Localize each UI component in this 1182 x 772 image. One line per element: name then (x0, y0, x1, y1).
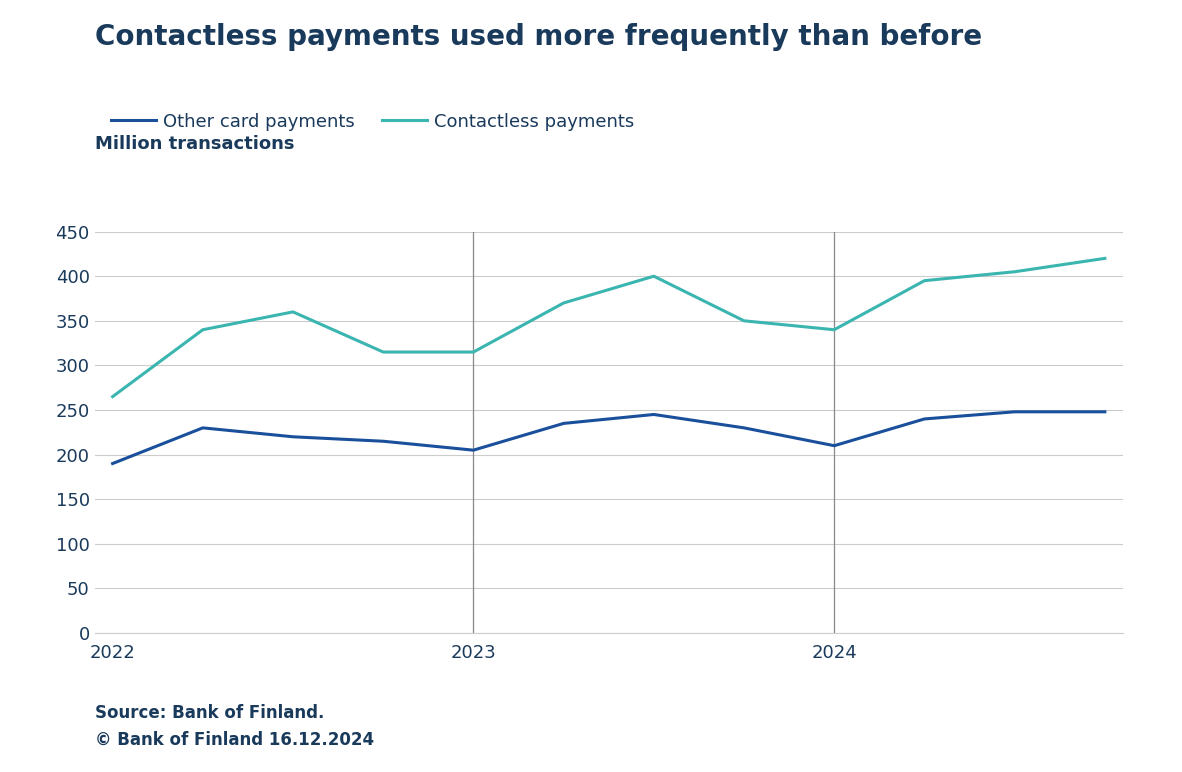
Other card payments (647, 410, 661, 419)
Contactless payments (1007, 267, 1021, 276)
Other card payments (286, 432, 300, 442)
Text: Million transactions: Million transactions (95, 135, 294, 153)
Contactless payments (286, 307, 300, 317)
Text: Source: Bank of Finland.
© Bank of Finland 16.12.2024: Source: Bank of Finland. © Bank of Finla… (95, 704, 374, 749)
Other card payments (827, 441, 842, 450)
Contactless payments (827, 325, 842, 334)
Other card payments (557, 418, 571, 428)
Contactless payments (105, 392, 119, 401)
Other card payments (1098, 407, 1112, 416)
Contactless payments (647, 272, 661, 281)
Contactless payments (736, 317, 751, 326)
Line: Contactless payments: Contactless payments (112, 259, 1105, 397)
Contactless payments (1098, 254, 1112, 263)
Text: Contactless payments used more frequently than before: Contactless payments used more frequentl… (95, 23, 982, 51)
Line: Other card payments: Other card payments (112, 411, 1105, 463)
Other card payments (376, 437, 390, 446)
Legend: Other card payments, Contactless payments: Other card payments, Contactless payment… (104, 106, 642, 138)
Other card payments (105, 459, 119, 468)
Other card payments (196, 423, 210, 432)
Contactless payments (467, 347, 481, 357)
Contactless payments (917, 276, 931, 286)
Other card payments (1007, 407, 1021, 416)
Other card payments (736, 423, 751, 432)
Other card payments (467, 445, 481, 455)
Contactless payments (376, 347, 390, 357)
Other card payments (917, 415, 931, 424)
Contactless payments (196, 325, 210, 334)
Contactless payments (557, 298, 571, 307)
